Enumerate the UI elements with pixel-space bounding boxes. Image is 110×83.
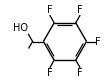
Text: F: F: [95, 37, 101, 46]
Text: HO: HO: [13, 23, 28, 33]
Text: F: F: [47, 5, 53, 15]
Text: F: F: [77, 68, 83, 78]
Text: F: F: [77, 5, 83, 15]
Text: F: F: [47, 68, 53, 78]
